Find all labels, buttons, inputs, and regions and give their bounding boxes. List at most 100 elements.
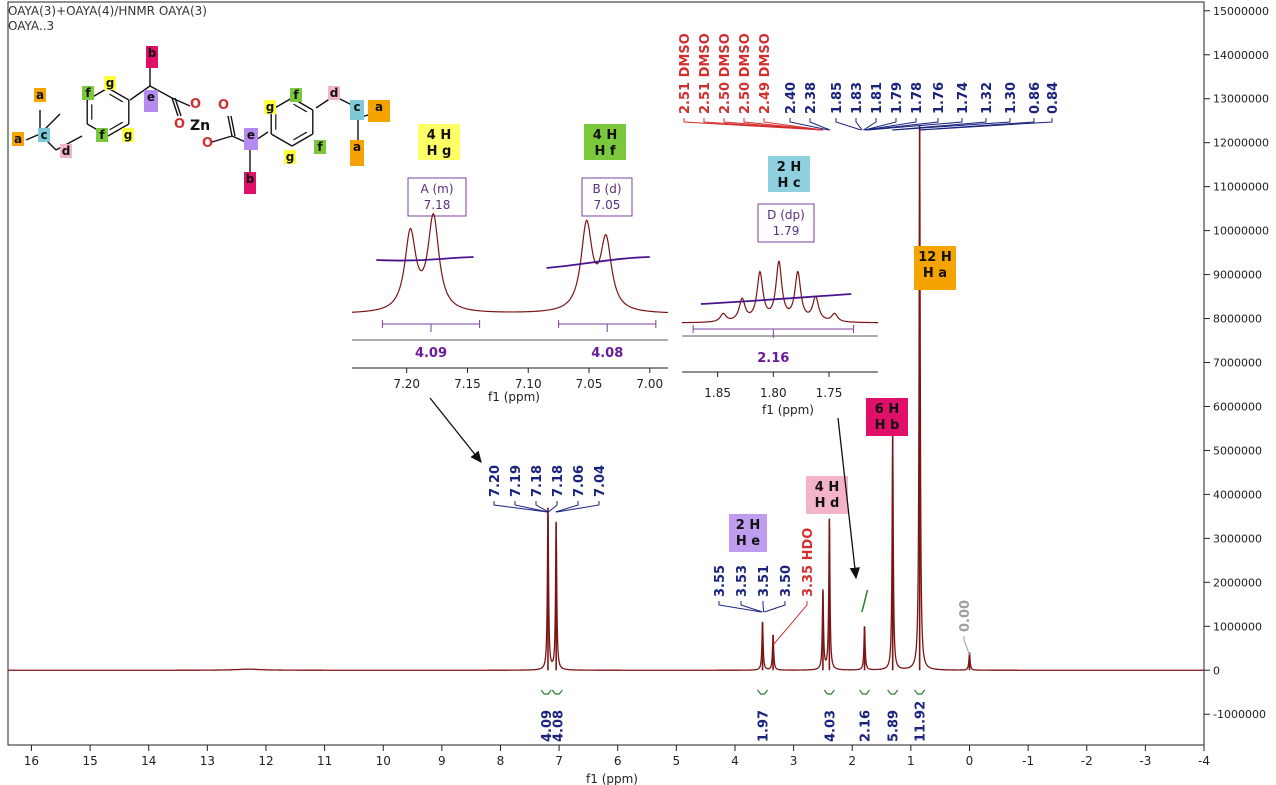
multiplet-name: A (m): [420, 182, 453, 196]
inset-left-integral-value: 4.09: [415, 346, 447, 361]
inset-left-trace: [351, 212, 669, 314]
atom-label: f: [293, 88, 299, 102]
bond: [149, 85, 173, 99]
multiplet-box: [407, 177, 467, 217]
proton-label: H d: [815, 496, 840, 511]
atom-label-box: [122, 128, 134, 142]
peak-leader-line: [514, 501, 549, 513]
x-tick-label: 1: [907, 754, 915, 768]
peak-leader-line: [764, 601, 786, 613]
proton-label-box: [806, 476, 848, 514]
y-tick-label: 4000000: [1213, 488, 1262, 501]
bond: [171, 97, 179, 117]
top-peak-label: 2.40: [784, 82, 799, 114]
x-axis-label: f1 (ppm): [586, 772, 638, 785]
bond: [270, 133, 293, 147]
oxygen-atom: O: [190, 97, 201, 112]
peak-label: 0.00: [958, 600, 973, 632]
x-tick-label: -2: [1081, 754, 1093, 768]
proton-count: 4 H: [427, 128, 451, 143]
double-bond: [109, 121, 124, 131]
atom-label-box: [96, 128, 108, 142]
peak-leader-line: [555, 501, 579, 513]
bond: [211, 135, 233, 143]
top-peak-label: 1.74: [956, 82, 971, 114]
atom-label-box: [82, 86, 94, 100]
atom-label-box: [60, 144, 72, 158]
proton-count: 6 H: [875, 402, 899, 417]
x-tick-label: 5: [673, 754, 681, 768]
atom-label-box: [34, 88, 46, 102]
proton-label: H e: [736, 534, 760, 549]
atom-label: g: [124, 128, 133, 142]
top-peak-label: 1.78: [910, 82, 925, 114]
integral-bracket: [914, 689, 926, 695]
top-peak-label: 2.50 DMSO: [718, 33, 733, 114]
y-tick-label: 7000000: [1213, 357, 1262, 370]
inset-right-tick-label: 1.75: [816, 386, 843, 400]
proton-count: 2 H: [736, 518, 760, 533]
peak-label: 7.20: [488, 465, 503, 497]
top-peak-leader: [920, 118, 1053, 131]
proton-label: H c: [777, 176, 800, 191]
proton-label-box: [866, 398, 908, 436]
inset-arrow: [429, 397, 482, 464]
atom-label: g: [106, 76, 115, 90]
top-peak-leader: [893, 118, 1011, 131]
inset-right-axis-label: f1 (ppm): [762, 403, 814, 417]
y-tick-label: 6000000: [1213, 400, 1262, 413]
atom-label-box: [12, 132, 24, 146]
atom-label-box: [146, 46, 158, 68]
proton-count: 4 H: [815, 480, 839, 495]
inset-left-axis-label: f1 (ppm): [488, 390, 540, 404]
y-tick-label: 2000000: [1213, 576, 1262, 589]
x-tick-label: 16: [24, 754, 39, 768]
inset-left-integral-bracket: [558, 320, 657, 332]
atom-label: a: [353, 140, 361, 154]
x-tick-label: 8: [497, 754, 505, 768]
atom-label: d: [62, 144, 71, 158]
inset-left-tick-label: 7.20: [393, 377, 420, 391]
atom-label-box: [104, 76, 116, 90]
atom-label-box: [368, 100, 390, 122]
peak-label: 3.53: [735, 565, 750, 597]
proton-label-box: [418, 124, 460, 160]
top-peak-leader: [703, 118, 823, 131]
atom-label: a: [14, 132, 22, 146]
atom-label-box: [38, 128, 50, 142]
oxygen-atom: O: [174, 117, 185, 132]
peak-leader-line: [718, 601, 762, 613]
bond: [227, 115, 233, 137]
top-peak-label: 2.50 DMSO: [738, 33, 753, 114]
x-tick-label: 15: [82, 754, 97, 768]
multiplet-box: [581, 177, 633, 217]
proton-label-box: [584, 124, 626, 160]
y-tick-label: 11000000: [1213, 181, 1269, 194]
top-peak-leader: [865, 118, 917, 131]
bond: [129, 85, 151, 101]
top-peak-label: 1.79: [890, 82, 905, 114]
x-tick-label: -4: [1198, 754, 1210, 768]
x-tick-label: 7: [555, 754, 563, 768]
multiplet-shift: 1.79: [773, 224, 800, 238]
inset-right-integral-bracket: [692, 325, 854, 338]
x-tick-label: 6: [614, 754, 622, 768]
x-tick-label: 12: [258, 754, 273, 768]
top-peak-leader: [809, 118, 831, 131]
top-peak-leader: [855, 118, 863, 131]
proton-label-box: [729, 514, 767, 552]
inset-right-tick-label: 1.80: [760, 386, 787, 400]
inset-left-tick-label: 7.05: [576, 377, 603, 391]
zinc-atom: Zn: [190, 118, 210, 134]
integral-value: 4.09: [540, 710, 555, 742]
x-tick-label: 0: [966, 754, 974, 768]
bond: [174, 97, 182, 117]
inset-left-integral-curve: [376, 256, 474, 262]
peak-leader-line: [762, 601, 765, 613]
double-bond: [293, 131, 308, 141]
atom-label: b: [246, 172, 255, 186]
x-tick-label: -1: [1022, 754, 1034, 768]
x-tick-label: 13: [200, 754, 215, 768]
top-peak-leader: [743, 118, 823, 131]
peak-label: 7.04: [593, 465, 608, 497]
